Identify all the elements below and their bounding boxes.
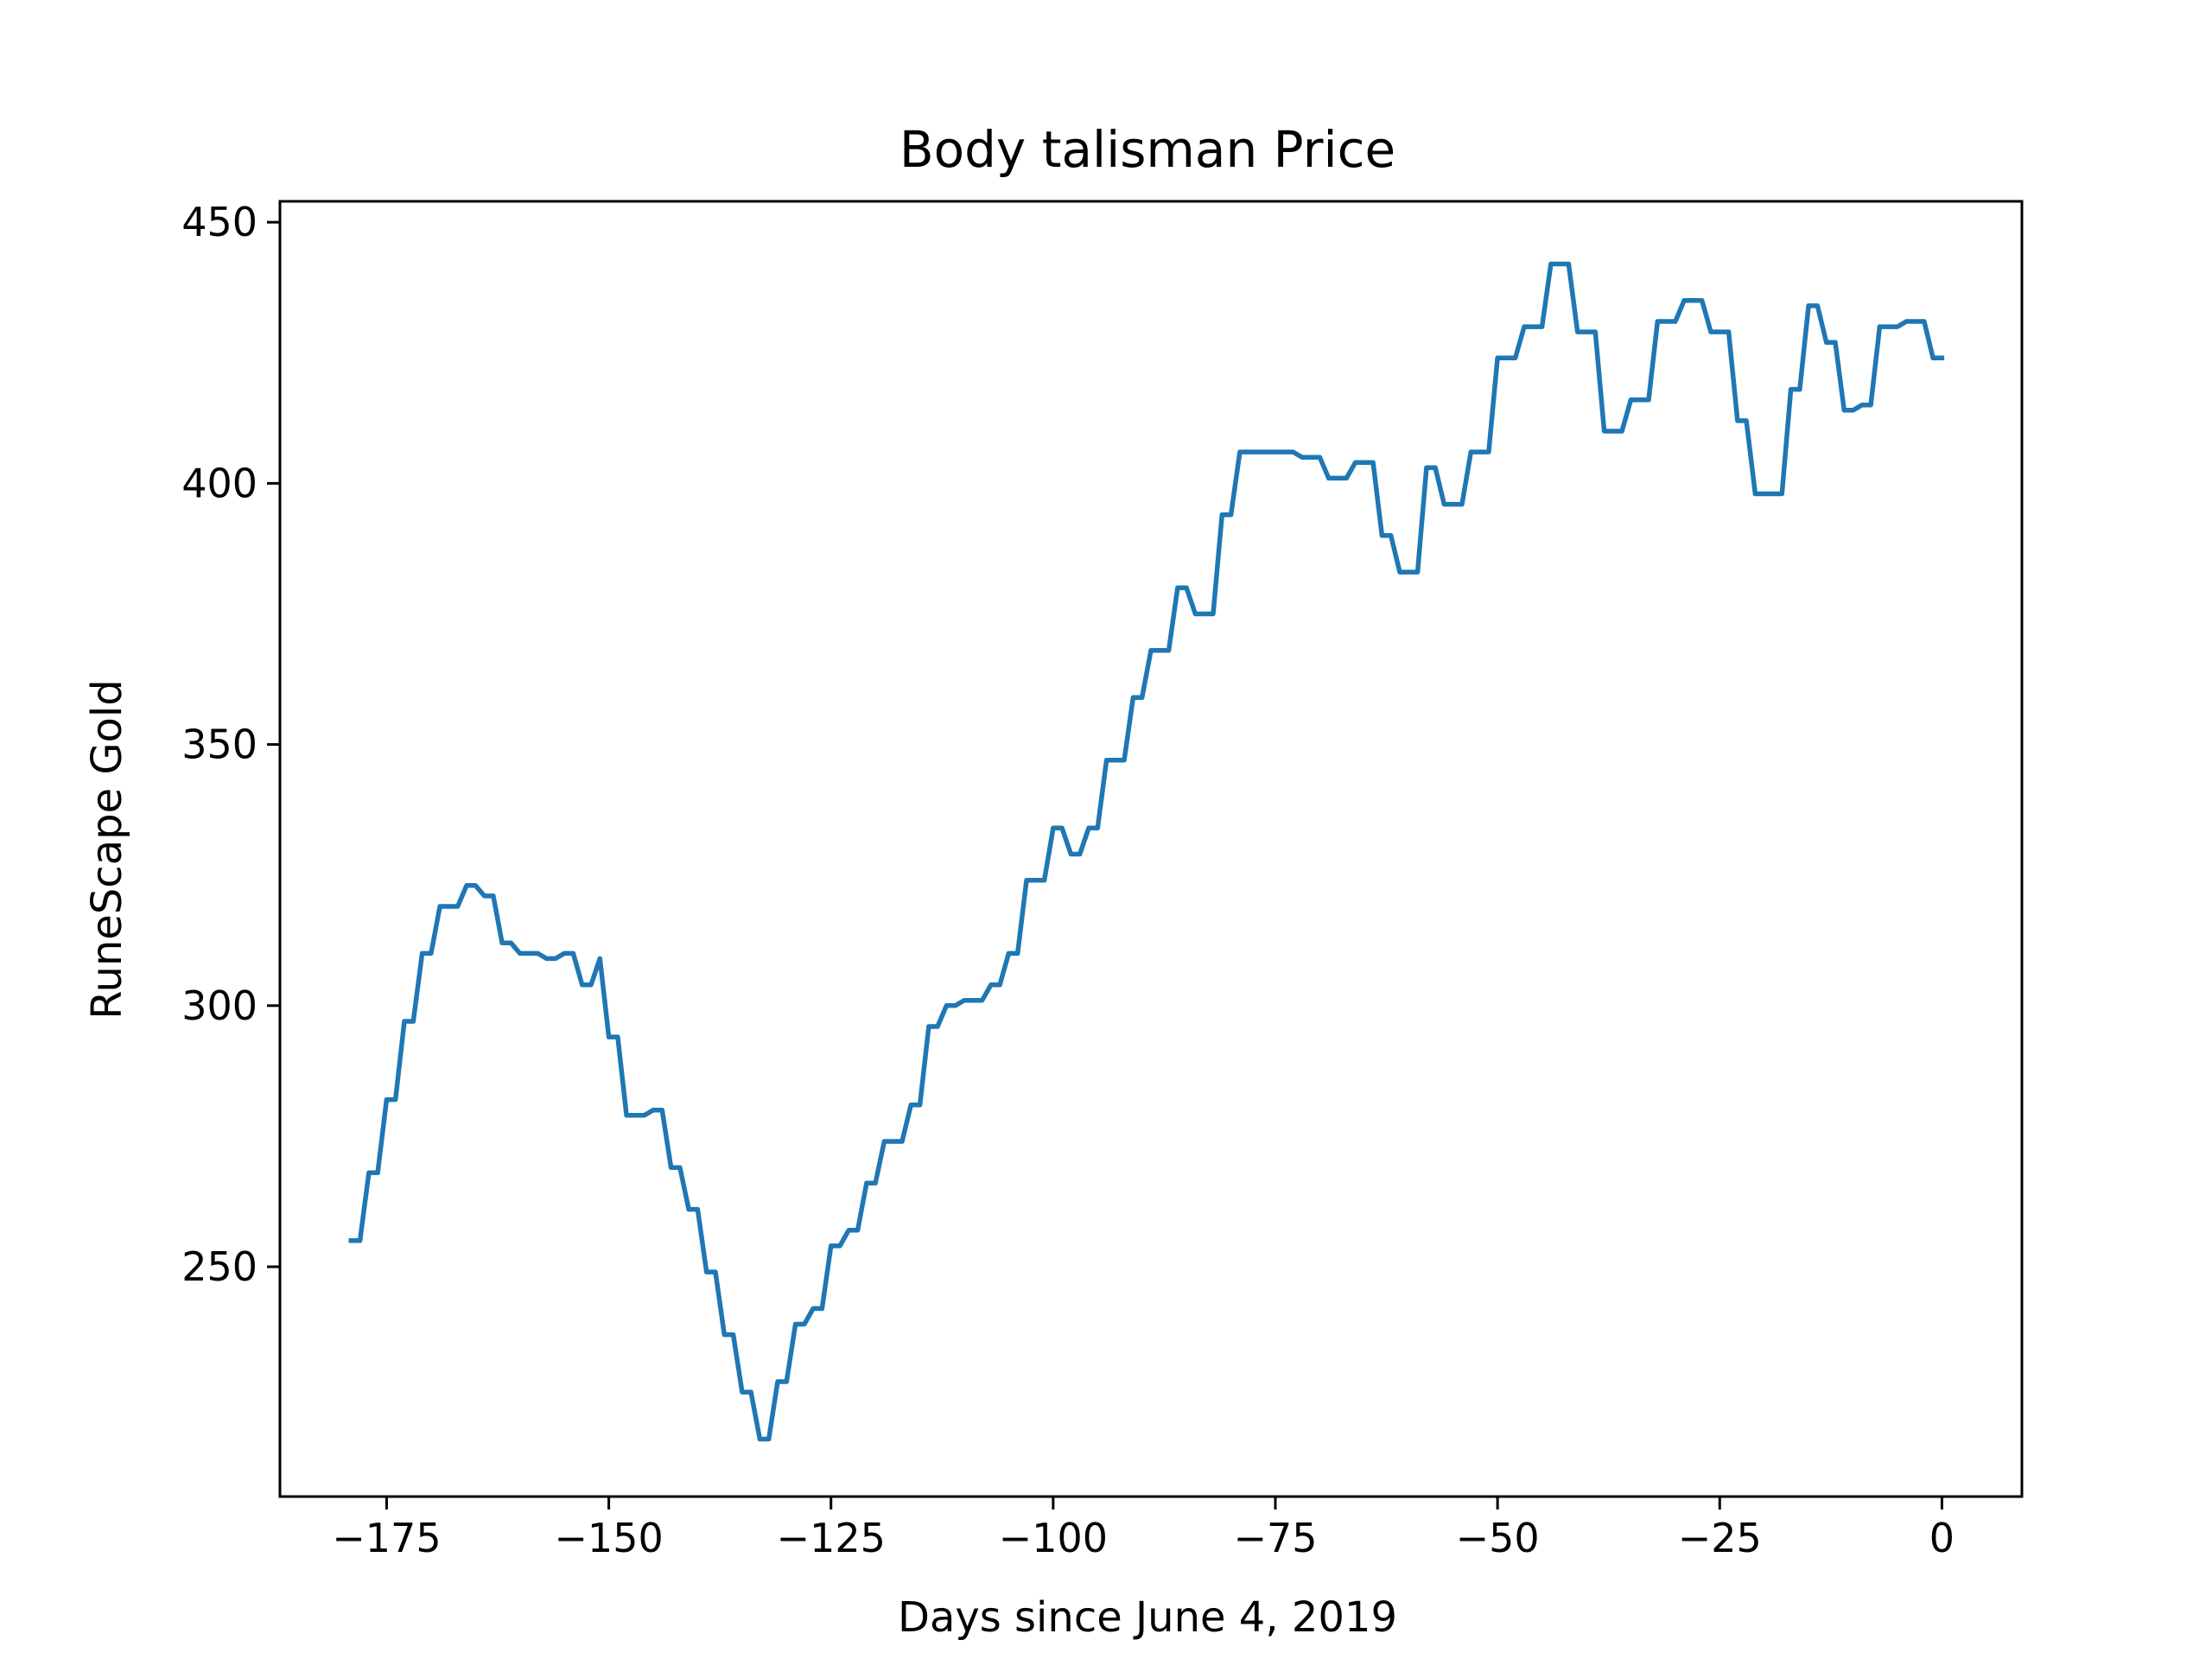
x-axis-label: Days since June 4, 2019 — [898, 1593, 1397, 1642]
x-tick-label: −25 — [1678, 1515, 1762, 1561]
x-axis-ticks: −175 −150 −125 −100 −75 −50 −25 0 — [332, 1497, 1955, 1561]
axes-frame — [278, 200, 2024, 1498]
x-tick-label: −175 — [332, 1515, 441, 1561]
chart-title: Body talisman Price — [899, 120, 1395, 179]
x-tick-label: −75 — [1233, 1515, 1317, 1561]
x-tick-label: −150 — [554, 1515, 663, 1561]
y-tick-label: 350 — [181, 721, 257, 768]
x-tick-label: −125 — [777, 1515, 886, 1561]
y-tick-label: 450 — [181, 199, 257, 245]
y-tick-label: 300 — [181, 982, 257, 1029]
x-tick-label: −100 — [999, 1515, 1108, 1561]
y-tick-label: 250 — [181, 1243, 257, 1290]
x-tick-label: −50 — [1456, 1515, 1540, 1561]
plot-area — [278, 200, 2024, 1498]
x-tick-label: 0 — [1929, 1515, 1955, 1561]
y-axis-label: RuneScape Gold — [83, 679, 131, 1019]
y-tick-label: 400 — [181, 460, 257, 506]
series-line-0 — [348, 261, 1945, 1442]
y-axis-ticks: 250 300 350 400 450 — [181, 199, 280, 1290]
